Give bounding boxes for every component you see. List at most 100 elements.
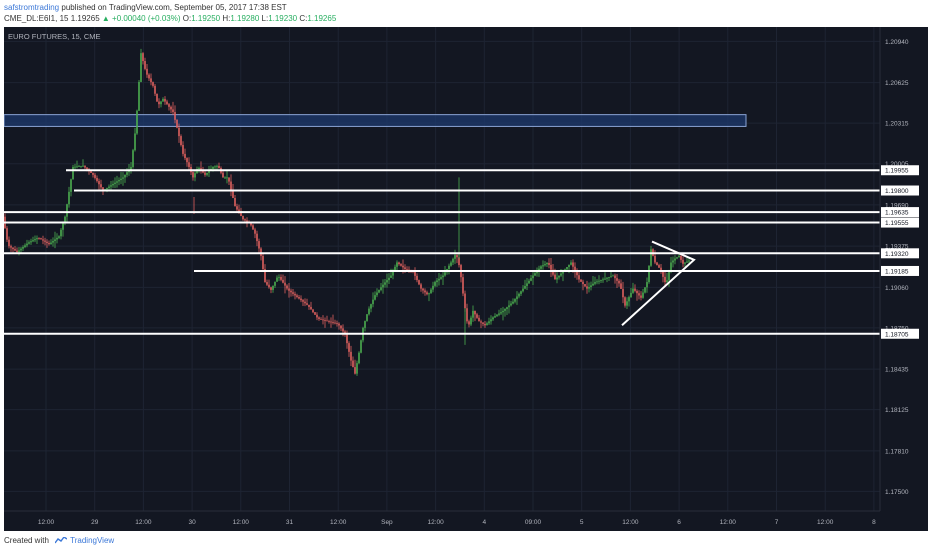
candle-body <box>314 312 316 315</box>
candle-body <box>518 293 520 297</box>
candle-body <box>540 266 542 269</box>
candle-body <box>528 280 530 284</box>
candle-body <box>194 173 196 178</box>
candle-body <box>596 281 598 283</box>
x-tick-label: 12:00 <box>720 519 737 526</box>
candle-body <box>526 283 528 287</box>
candle-body <box>40 238 42 240</box>
candle-body <box>96 177 98 182</box>
candle-body <box>216 165 218 167</box>
low-value: 1.19230 <box>268 14 298 23</box>
candle-body <box>228 177 230 182</box>
candle-body <box>62 223 64 230</box>
candle-body <box>296 295 298 297</box>
footer-bar: Created with TradingView <box>0 531 932 550</box>
candle-body <box>288 288 290 291</box>
candle-body <box>646 282 648 288</box>
candle-body <box>590 285 592 287</box>
candle-body <box>118 180 120 182</box>
chart-title: EURO FUTURES, 15, CME <box>8 32 101 41</box>
candle-body <box>310 306 312 310</box>
candle-body <box>670 262 672 272</box>
candle-body <box>208 170 210 173</box>
candle-body <box>450 262 452 266</box>
candle-body <box>262 255 264 269</box>
candle-body <box>520 291 522 294</box>
x-tick-label: 7 <box>775 519 779 526</box>
candle-body <box>484 323 486 326</box>
candle-body <box>124 174 126 178</box>
candles-layer <box>4 48 690 376</box>
candle-body <box>224 177 226 179</box>
candle-body <box>444 272 446 276</box>
candle-body <box>142 53 144 62</box>
candle-body <box>682 259 684 264</box>
candle-body <box>668 271 670 281</box>
candle-body <box>162 98 164 102</box>
tradingview-brand-link[interactable]: TradingView <box>70 536 115 545</box>
y-tick-label: 1.20315 <box>885 121 909 128</box>
candle-body <box>330 321 332 323</box>
candle-body <box>538 268 540 271</box>
candle-body <box>534 273 536 276</box>
candle-body <box>608 277 610 278</box>
author-link[interactable]: safstromtrading <box>4 3 60 12</box>
candle-body <box>112 183 114 186</box>
candle-body <box>386 280 388 283</box>
publish-info: safstromtrading published on TradingView… <box>4 3 287 12</box>
time-axis[interactable]: 12:00 29 12:00 30 12:00 31 12:00 Sep 12:00 4 09:00… <box>38 519 876 526</box>
x-tick-label: 12:00 <box>135 519 152 526</box>
candle-body <box>356 363 358 374</box>
candle-body <box>358 352 360 364</box>
candle-body <box>256 233 258 242</box>
price-chart[interactable]: 1.20940 1.20625 1.20315 1.20005 1.19690 1.193… <box>4 27 928 531</box>
candle-body <box>68 191 70 205</box>
candle-body <box>240 212 242 217</box>
candle-body <box>188 162 190 167</box>
candle-body <box>178 127 180 137</box>
candle-body <box>426 292 428 295</box>
candle-body <box>52 241 54 243</box>
candle-body <box>438 278 440 281</box>
candle-body <box>308 304 310 307</box>
candle-body <box>244 219 246 221</box>
candle-body <box>172 109 174 113</box>
candle-body <box>388 277 390 281</box>
candle-body <box>206 172 208 175</box>
candle-body <box>50 242 52 245</box>
candle-body <box>292 292 294 294</box>
candle-body <box>332 322 334 323</box>
candle-body <box>328 321 330 322</box>
candle-body <box>70 179 72 192</box>
candle-body <box>28 242 30 244</box>
candle-body <box>156 93 158 102</box>
candle-body <box>60 229 62 237</box>
x-tick-label: 30 <box>188 519 196 526</box>
price-label-text: 1.18705 <box>885 331 909 338</box>
candle-body <box>260 248 262 256</box>
candle-body <box>144 61 146 69</box>
candle-body <box>514 299 516 302</box>
candle-body <box>326 320 328 322</box>
x-tick-label: 12:00 <box>427 519 444 526</box>
candle-body <box>364 321 366 328</box>
candle-body <box>218 165 220 169</box>
candle-body <box>606 277 608 279</box>
y-tick-label: 1.18435 <box>885 367 909 374</box>
candle-body <box>212 166 214 169</box>
candle-body <box>268 284 270 288</box>
candle-body <box>640 295 642 298</box>
price-label-box <box>881 165 919 176</box>
candle-body <box>276 277 278 282</box>
candle-body <box>274 281 276 286</box>
candle-body <box>86 167 88 170</box>
candle-body <box>320 318 322 320</box>
candle-body <box>80 165 82 167</box>
candle-body <box>130 166 132 170</box>
candle-body <box>544 264 546 266</box>
close-label: C: <box>299 14 308 23</box>
symmetrical-triangle-lines <box>621 240 696 326</box>
candle-body <box>352 360 354 368</box>
candle-body <box>264 269 266 283</box>
candle-body <box>46 241 48 243</box>
